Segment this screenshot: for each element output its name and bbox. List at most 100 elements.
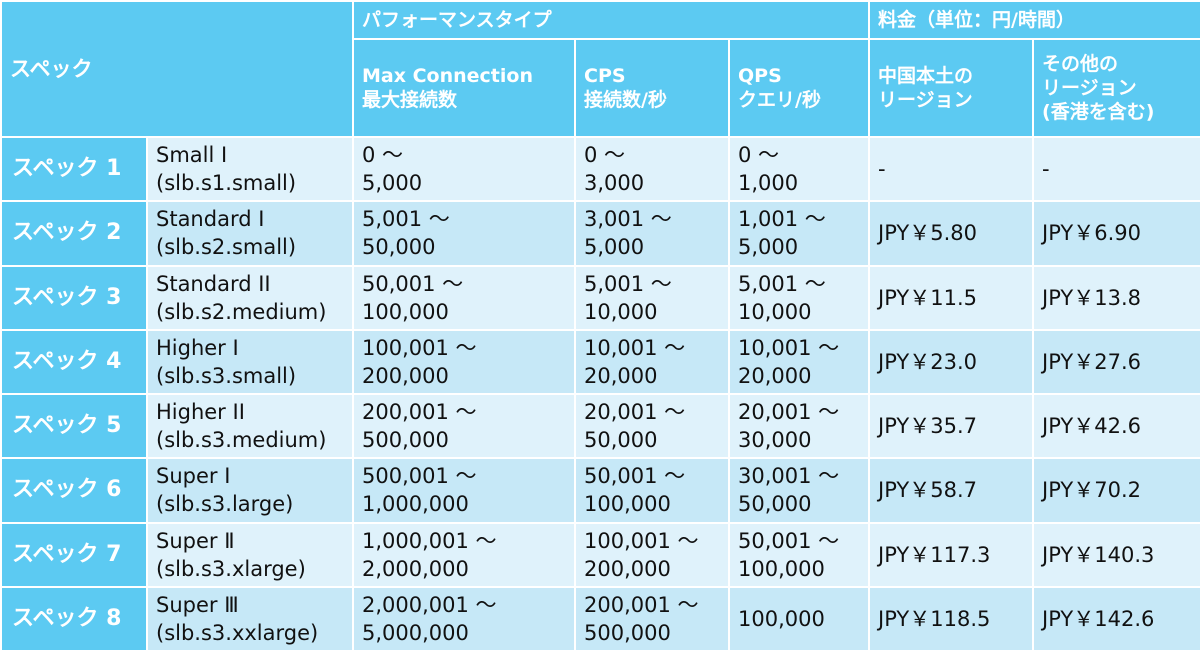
max-connection-cell: 500,001 ～ 1,000,000	[352, 457, 576, 524]
price-other-cell: JPY￥13.8	[1032, 264, 1200, 331]
qps-cell: 30,001 ～ 50,000	[727, 457, 871, 524]
range-end: 200,000	[362, 363, 449, 388]
instance-type: Higher I	[156, 335, 239, 360]
instance-id: (slb.s1.small)	[156, 171, 297, 196]
header-other-regions: その他の リージョン (香港を含む)	[1032, 38, 1200, 138]
range-end: 500,000	[362, 428, 449, 453]
qps-cell: 20,001 ～ 30,000	[727, 392, 871, 460]
header-max-connection: Max Connection 最大接続数	[352, 38, 576, 138]
range-end: 100,000	[362, 299, 449, 324]
range-end: 100,000	[738, 556, 825, 581]
range-start: 100,001 ～	[584, 528, 699, 553]
row-spec-label: スペック 4	[0, 328, 148, 396]
range-start: 0 ～	[362, 143, 404, 168]
instance-type: Super I	[156, 464, 231, 489]
cps-cell: 20,001 ～ 50,000	[574, 392, 730, 460]
instance-id: (slb.s3.medium)	[156, 428, 327, 453]
instance-name: Higher II (slb.s3.medium)	[146, 392, 354, 460]
row-spec-label: スペック 8	[0, 585, 148, 652]
price-other-cell: JPY￥142.6	[1032, 585, 1200, 652]
instance-type: Super Ⅲ	[156, 592, 239, 617]
range-end: 20,000	[584, 363, 658, 388]
price-mainland-cell: JPY￥35.7	[868, 392, 1035, 460]
instance-id: (slb.s3.large)	[156, 492, 294, 517]
price-other-cell: JPY￥6.90	[1032, 200, 1200, 267]
table-row: スペック 2 Standard I (slb.s2.small) 5,001 ～ 5…	[0, 200, 1200, 267]
qps-cell: 0 ～ 1,000	[727, 135, 871, 203]
range-start: 50,001 ～	[584, 464, 686, 489]
row-spec-label: スペック 2	[0, 200, 148, 267]
header-mainland-line-2: リージョン	[878, 89, 973, 111]
range-end: 20,000	[738, 363, 812, 388]
cps-cell: 0 ～ 3,000	[574, 135, 730, 203]
cps-cell: 100,001 ～ 200,000	[574, 521, 730, 588]
row-spec-label: スペック 6	[0, 457, 148, 524]
range-end: 5,000	[584, 235, 645, 260]
row-spec-label: スペック 5	[0, 392, 148, 460]
header-mainland-regions: 中国本土の リージョン	[868, 38, 1035, 138]
price-other-cell: JPY￥27.6	[1032, 328, 1200, 396]
instance-name: Standard I (slb.s2.small)	[146, 200, 354, 267]
range-start: 500,001 ～	[362, 464, 477, 489]
range-start: 10,001 ～	[584, 335, 686, 360]
qps-cell: 50,001 ～ 100,000	[727, 521, 871, 588]
instance-id: (slb.s3.xlarge)	[156, 556, 306, 581]
qps-cell: 1,001 ～ 5,000	[727, 200, 871, 267]
header-other-line-1: その他の	[1042, 53, 1119, 75]
table-row: スペック 8 Super Ⅲ (slb.s3.xxlarge) 2,000,001…	[0, 585, 1200, 652]
max-connection-cell: 2,000,001 ～ 5,000,000	[352, 585, 576, 652]
price-other-cell: JPY￥70.2	[1032, 457, 1200, 524]
range-start: 100,001 ～	[362, 335, 477, 360]
header-performance-type: パフォーマンスタイプ	[351, 0, 871, 40]
table-row: スペック 3 Standard II (slb.s2.medium) 50,001…	[0, 264, 1200, 331]
header-max-connection-ja: 最大接続数	[362, 89, 458, 111]
range-end: 10,000	[738, 299, 812, 324]
range-start: 2,000,001 ～	[362, 592, 497, 617]
header-cps: CPS 接続数/秒	[574, 38, 730, 138]
header-other-line-3: (香港を含む)	[1042, 101, 1155, 123]
max-connection-cell: 1,000,001 ～ 2,000,000	[352, 521, 576, 588]
range-end: 3,000	[584, 171, 645, 196]
price-other-cell: JPY￥140.3	[1032, 521, 1200, 588]
header-cps-en: CPS	[584, 65, 626, 87]
header-max-connection-en: Max Connection	[362, 65, 533, 87]
instance-id: (slb.s2.medium)	[156, 299, 327, 324]
range-end: 500,000	[584, 620, 671, 645]
instance-id: (slb.s2.small)	[156, 235, 297, 260]
range-start: 5,001 ～	[584, 271, 672, 296]
range-start: 200,001 ～	[584, 592, 699, 617]
range-start: 10,001 ～	[738, 335, 840, 360]
range-end: 1,000	[738, 171, 799, 196]
instance-name: Standard II (slb.s2.medium)	[146, 264, 354, 331]
instance-type: Super Ⅱ	[156, 528, 235, 553]
range-end: 5,000	[738, 235, 799, 260]
header-qps: QPS クエリ/秒	[727, 38, 871, 138]
instance-id: (slb.s3.xxlarge)	[156, 620, 319, 645]
max-connection-cell: 100,001 ～ 200,000	[352, 328, 576, 396]
table-row: スペック 4 Higher I (slb.s3.small) 100,001 ～ 2…	[0, 328, 1200, 396]
range-end: 5,000	[362, 171, 423, 196]
instance-name: Super Ⅱ (slb.s3.xlarge)	[146, 521, 354, 588]
range-end: 30,000	[738, 428, 812, 453]
header-cps-ja: 接続数/秒	[584, 89, 667, 111]
instance-type: Standard I	[156, 207, 265, 232]
table-row: スペック 6 Super I (slb.s3.large) 500,001 ～ 1,…	[0, 457, 1200, 524]
max-connection-cell: 50,001 ～ 100,000	[352, 264, 576, 331]
range-end: 50,000	[584, 428, 658, 453]
cps-cell: 3,001 ～ 5,000	[574, 200, 730, 267]
row-spec-label: スペック 1	[0, 135, 148, 203]
table-row: スペック 5 Higher II (slb.s3.medium) 200,001 …	[0, 392, 1200, 460]
instance-type: Higher II	[156, 400, 245, 425]
instance-name: Small I (slb.s1.small)	[146, 135, 354, 203]
table-row: スペック 1 Small I (slb.s1.small) 0 ～ 5,000 0 …	[0, 135, 1200, 203]
range-end: 10,000	[584, 299, 658, 324]
range-end: 1,000,000	[362, 492, 469, 517]
range-start: 200,001 ～	[362, 400, 477, 425]
range-start: 1,001 ～	[738, 207, 826, 232]
cps-cell: 50,001 ～ 100,000	[574, 457, 730, 524]
instance-name: Super I (slb.s3.large)	[146, 457, 354, 524]
range-start: 50,001 ～	[738, 528, 840, 553]
price-other-cell: -	[1032, 135, 1200, 203]
header-other-line-2: リージョン	[1042, 77, 1137, 99]
qps-value: 100,000	[738, 606, 825, 631]
